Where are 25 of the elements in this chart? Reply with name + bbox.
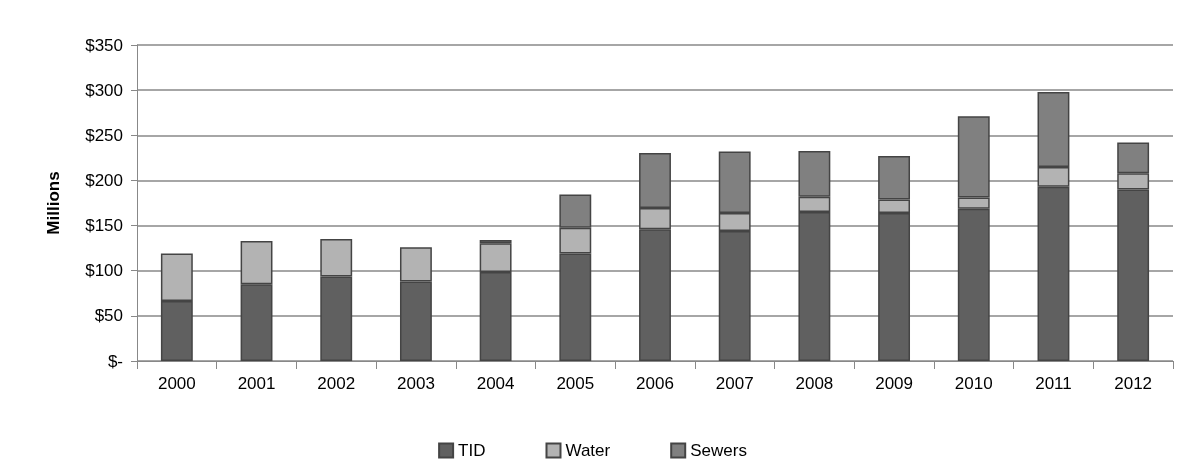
y-tick-label: $150 — [85, 216, 123, 236]
x-tick-label: 2011 — [1035, 374, 1072, 393]
x-tick-label: 2010 — [954, 374, 993, 393]
y-tick-label: $200 — [85, 170, 123, 190]
x-tick-label: 2012 — [1114, 374, 1153, 393]
y-axis-title: Millions — [44, 171, 63, 235]
x-tick-label: 2001 — [237, 374, 276, 393]
x-tick-label: 2007 — [715, 374, 754, 393]
y-tick-label: $350 — [85, 35, 123, 55]
y-tick-label: $100 — [85, 261, 123, 281]
x-tick-label: 2000 — [157, 374, 196, 393]
x-tick-label: 2009 — [875, 374, 913, 393]
x-tick-label: 2003 — [397, 374, 435, 393]
x-tick-label: 2008 — [795, 374, 834, 393]
x-tick-label: 2005 — [556, 374, 595, 393]
y-tick-label: $250 — [85, 125, 123, 145]
legend-label: TID — [458, 441, 486, 460]
y-tick-label: $- — [107, 351, 123, 371]
y-tick-label: $300 — [85, 80, 123, 100]
legend-label: Water — [565, 441, 611, 460]
legend-label: Sewers — [690, 441, 747, 460]
x-tick-label: 2002 — [317, 374, 356, 393]
x-tick-label: 2004 — [476, 374, 515, 393]
y-tick-label: $50 — [94, 306, 123, 326]
x-tick-label: 2006 — [636, 374, 674, 393]
